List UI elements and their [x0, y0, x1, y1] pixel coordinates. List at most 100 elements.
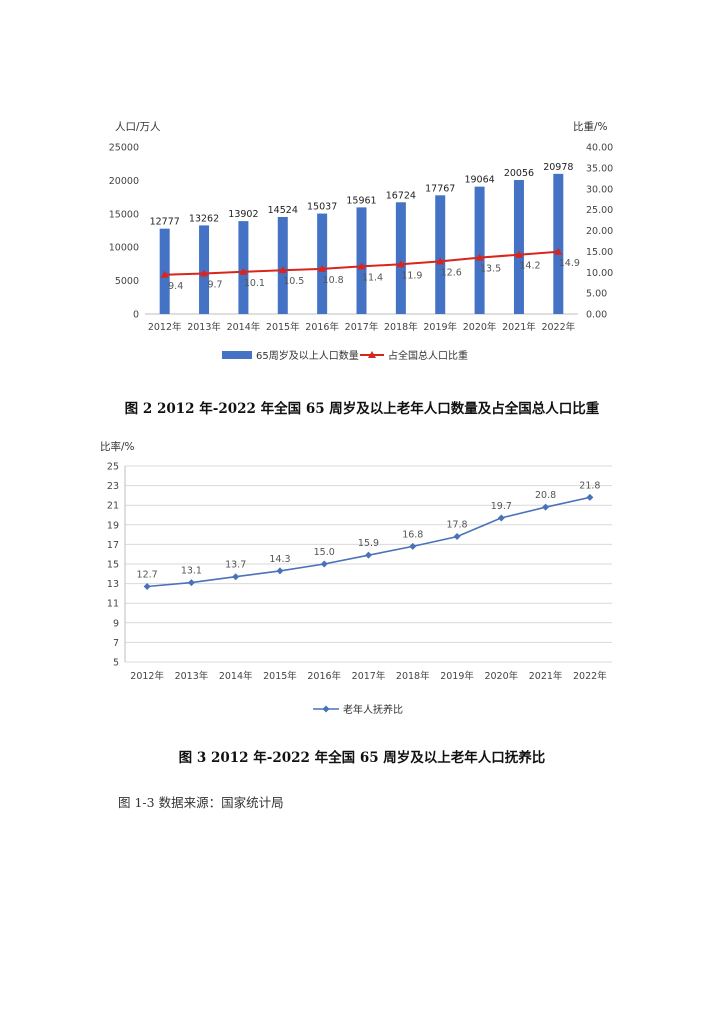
population-bar-label: 16724 — [386, 190, 416, 201]
x-tick-label: 2016年 — [307, 670, 341, 682]
ratio-point-marker — [318, 264, 327, 272]
right-tick-label: 5.00 — [586, 289, 607, 300]
y-tick-label: 11 — [107, 599, 119, 610]
ratio-point-marker — [200, 269, 209, 277]
y-tick-label: 25 — [107, 462, 119, 473]
population-bar — [513, 180, 524, 314]
right-tick-label: 40.00 — [586, 143, 613, 154]
x-tick-label: 2014年 — [227, 321, 261, 333]
ratio-point-marker — [160, 270, 169, 278]
figure2-caption: 图 2 2012 年-2022 年全国 65 周岁及以上老年人口数量及占全国总人… — [124, 401, 600, 417]
legend-line-marker — [368, 351, 376, 358]
ratio-point-label: 10.8 — [323, 275, 344, 286]
ratio-point-label: 13.5 — [480, 264, 501, 275]
dependency-point-marker — [542, 503, 550, 511]
dependency-point-marker — [586, 493, 594, 501]
dependency-point-marker — [276, 567, 284, 575]
left-tick-label: 25000 — [109, 143, 139, 154]
left-tick-label: 0 — [133, 310, 139, 321]
x-tick-label: 2020年 — [463, 321, 497, 333]
x-tick-label: 2019年 — [440, 670, 474, 682]
population-bar — [474, 186, 485, 314]
population-bar — [553, 173, 564, 314]
right-tick-label: 20.00 — [586, 226, 613, 237]
x-tick-label: 2014年 — [219, 670, 253, 682]
ratio-point-marker — [357, 262, 366, 270]
right-tick-label: 15.00 — [586, 247, 613, 258]
right-tick-label: 35.00 — [586, 163, 613, 174]
ratio-point-label: 10.5 — [283, 276, 304, 287]
source-note: 图 1-3 数据来源：国家统计局 — [118, 795, 284, 810]
dependency-point-label: 20.8 — [535, 490, 556, 501]
ratio-point-label: 11.9 — [401, 270, 422, 281]
x-tick-label: 2017年 — [345, 321, 379, 333]
legend-line-marker — [322, 705, 330, 713]
population-bar — [435, 195, 446, 314]
left-tick-label: 5000 — [115, 276, 139, 287]
ratio-point-label: 12.6 — [441, 267, 462, 278]
right-tick-label: 10.00 — [586, 268, 613, 279]
right-tick-label: 25.00 — [586, 205, 613, 216]
dependency-point-label: 13.1 — [181, 566, 202, 577]
dependency-point-label: 16.8 — [402, 529, 423, 540]
population-bar — [238, 221, 249, 314]
dependency-point-marker — [143, 583, 151, 591]
ratio-point-label: 14.2 — [519, 261, 540, 272]
population-bar-label: 15037 — [307, 202, 337, 213]
right-tick-label: 0.00 — [586, 310, 607, 321]
population-bar-label: 15961 — [346, 195, 376, 206]
ratio-point-label: 9.4 — [168, 281, 183, 292]
dependency-ratio-line-chart: 比率/% 5 7 9 11 13 15 17 19 21 23 25 12.7 13.1 13.7 14.3 1… — [100, 440, 612, 716]
right-axis-title: 比重/% — [573, 120, 608, 133]
x-tick-label: 2013年 — [175, 670, 209, 682]
population-bar — [317, 213, 328, 314]
population-bar-label: 12777 — [150, 217, 180, 228]
ratio-point-marker — [514, 250, 523, 258]
y-tick-label: 13 — [107, 579, 119, 590]
x-tick-label: 2019年 — [423, 321, 457, 333]
legend-line-label: 占全国总人口比重 — [388, 349, 468, 362]
left-axis-title: 人口/万人 — [115, 121, 161, 133]
figure3-caption: 图 3 2012 年-2022 年全国 65 周岁及以上老年人口抚养比 — [178, 750, 546, 766]
dependency-point-marker — [453, 533, 461, 541]
y-tick-label: 9 — [113, 618, 119, 629]
y-tick-label: 5 — [113, 658, 119, 669]
x-tick-label: 2012年 — [148, 321, 182, 333]
population-bar — [356, 207, 367, 314]
x-tick-label: 2013年 — [187, 321, 221, 333]
population-bar-label: 13262 — [189, 213, 219, 224]
population-bar-label: 13902 — [228, 209, 258, 220]
left-tick-label: 20000 — [109, 176, 139, 187]
ratio-point-label: 9.7 — [207, 280, 222, 291]
x-tick-label: 2015年 — [266, 321, 300, 333]
population-bar-label: 20056 — [504, 168, 534, 179]
x-tick-label: 2020年 — [484, 670, 518, 682]
left-tick-label: 10000 — [109, 243, 139, 254]
population-bar — [395, 202, 406, 314]
ratio-point-label: 14.9 — [559, 258, 580, 269]
dependency-point-marker — [320, 560, 328, 568]
population-bar-label: 20978 — [543, 162, 573, 173]
dependency-point-marker — [497, 514, 505, 522]
dependency-point-label: 19.7 — [491, 501, 512, 512]
ratio-point-marker — [278, 266, 287, 274]
ratio-point-marker — [475, 253, 484, 261]
x-tick-label: 2021年 — [502, 321, 536, 333]
y-tick-label: 17 — [107, 540, 119, 551]
ratio-point-label: 11.4 — [362, 272, 383, 283]
left-tick-label: 15000 — [109, 209, 139, 220]
dependency-point-label: 13.7 — [225, 560, 246, 571]
legend-line-label: 老年人抚养比 — [343, 703, 403, 716]
dependency-point-label: 17.8 — [446, 520, 467, 531]
population-bar-label: 19064 — [464, 175, 494, 186]
population-bar-label: 17767 — [425, 183, 455, 194]
y-tick-label: 23 — [107, 481, 119, 492]
legend-bar-swatch — [222, 351, 252, 359]
x-tick-label: 2022年 — [541, 321, 575, 333]
ratio-point-marker — [396, 260, 405, 268]
x-tick-label: 2012年 — [130, 670, 164, 682]
x-tick-label: 2021年 — [529, 670, 563, 682]
x-tick-label: 2016年 — [305, 321, 339, 333]
dependency-point-label: 15.0 — [314, 547, 335, 558]
